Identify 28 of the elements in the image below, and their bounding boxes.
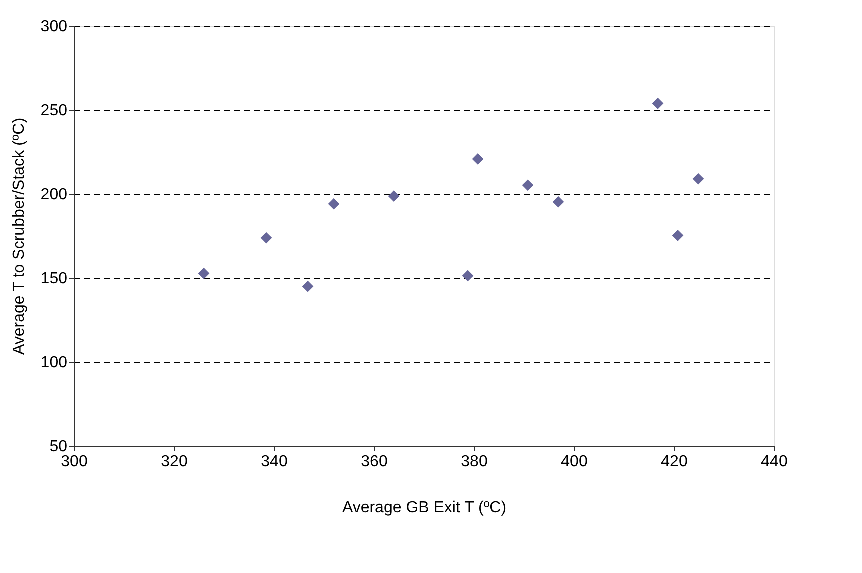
- x-tick-label: 380: [461, 454, 488, 470]
- y-tick-label: 50: [50, 438, 68, 456]
- y-axis-title: Average T to Scrubber/Stack (ºC): [10, 118, 28, 356]
- x-tick-label: 320: [161, 454, 188, 470]
- point: [652, 98, 664, 110]
- x-tick-label: 440: [761, 454, 788, 470]
- point: [472, 154, 484, 165]
- point: [302, 280, 314, 292]
- y-tick-label: 250: [40, 102, 68, 120]
- point: [328, 198, 340, 210]
- x-tick-label: 400: [561, 454, 588, 470]
- x-tick-label: 360: [361, 454, 388, 470]
- point: [552, 196, 564, 208]
- point: [388, 190, 400, 202]
- x-tick-label: 340: [261, 454, 288, 470]
- y-tick-label: 150: [40, 270, 68, 288]
- y-tick-label: 200: [40, 186, 68, 204]
- point: [672, 230, 684, 242]
- x-tick-label: 300: [61, 454, 88, 470]
- x-tick-label: 420: [661, 454, 688, 470]
- y-tick-label: 100: [40, 354, 68, 372]
- y-tick-label: 300: [40, 18, 68, 36]
- point: [260, 232, 272, 244]
- x-axis-title: Average GB Exit T (ºC): [342, 500, 507, 516]
- point: [522, 180, 534, 192]
- point: [462, 270, 474, 282]
- point: [692, 173, 704, 185]
- point: [198, 268, 210, 280]
